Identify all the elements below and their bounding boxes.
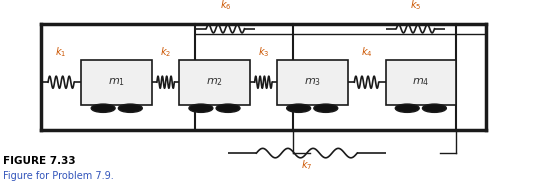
Circle shape — [91, 104, 115, 112]
Bar — [81, 60, 152, 105]
Circle shape — [287, 104, 311, 112]
Circle shape — [314, 104, 338, 112]
Bar — [277, 60, 348, 105]
Text: $k_6$: $k_6$ — [219, 0, 231, 12]
Text: $m_3$: $m_3$ — [304, 76, 321, 88]
Text: $m_2$: $m_2$ — [206, 76, 223, 88]
Circle shape — [216, 104, 240, 112]
Text: FIGURE 7.33: FIGURE 7.33 — [3, 156, 75, 166]
Circle shape — [422, 104, 446, 112]
Text: $k_3$: $k_3$ — [257, 45, 269, 59]
Bar — [386, 60, 456, 105]
Circle shape — [189, 104, 213, 112]
Text: $k_1$: $k_1$ — [55, 45, 66, 59]
Text: $k_2$: $k_2$ — [160, 45, 171, 59]
Text: $k_7$: $k_7$ — [301, 158, 312, 172]
Text: Figure for Problem 7.9.: Figure for Problem 7.9. — [3, 171, 113, 181]
Bar — [179, 60, 250, 105]
Text: $m_1$: $m_1$ — [108, 76, 125, 88]
Text: $m_4$: $m_4$ — [412, 76, 430, 88]
Circle shape — [395, 104, 419, 112]
Text: $k_4$: $k_4$ — [361, 45, 372, 59]
Circle shape — [118, 104, 142, 112]
Text: $k_5$: $k_5$ — [410, 0, 421, 12]
